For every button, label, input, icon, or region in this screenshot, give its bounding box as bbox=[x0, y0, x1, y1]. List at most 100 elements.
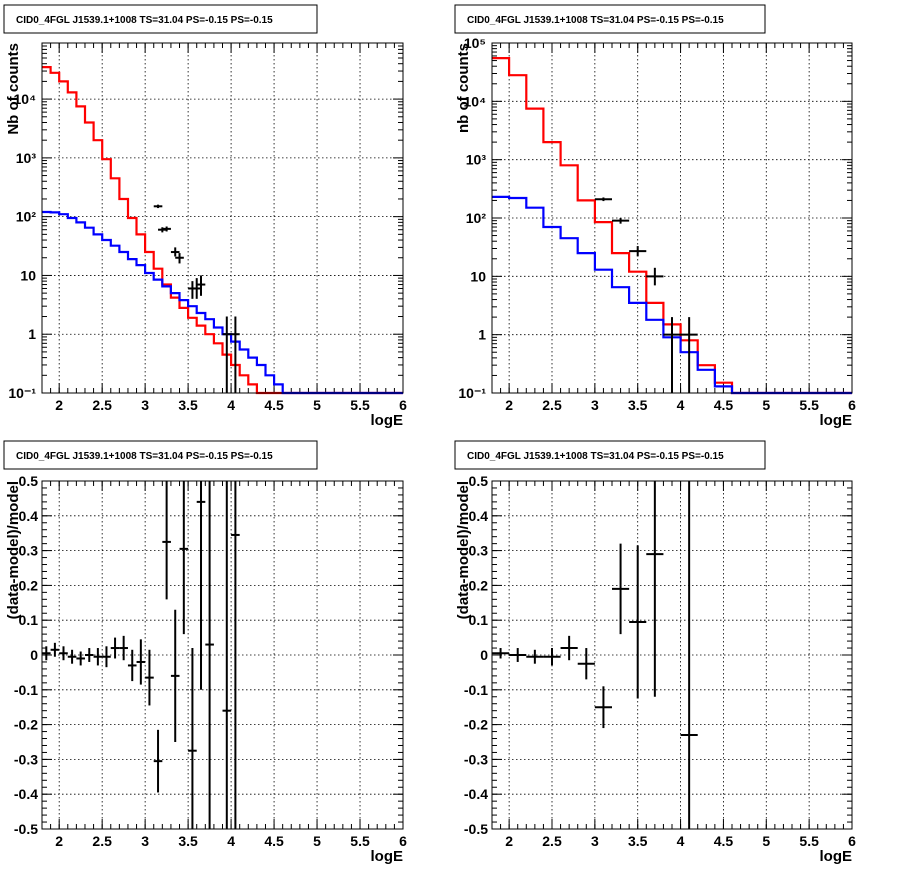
source-model-step-line bbox=[42, 210, 403, 395]
y-axis-title: Nb of counts bbox=[5, 43, 22, 135]
y-tick-label: 0 bbox=[480, 647, 488, 663]
model-total-step-line bbox=[42, 66, 403, 395]
data-point bbox=[646, 481, 664, 697]
y-tick-label: -0.3 bbox=[464, 751, 488, 767]
x-tick-label: 2.5 bbox=[542, 833, 562, 849]
x-tick-label: 3 bbox=[141, 833, 149, 849]
x-tick-label: 5 bbox=[313, 397, 321, 413]
y-axis-title: nb of counts bbox=[455, 43, 472, 133]
x-tick-label: 5 bbox=[762, 397, 770, 413]
data-point bbox=[50, 642, 60, 657]
panel-title: CID0_4FGL J1539.1+1008 TS=31.04 PS=-0.15… bbox=[16, 15, 273, 26]
x-tick-label: 6 bbox=[399, 833, 407, 849]
x-tick-label: 5 bbox=[762, 833, 770, 849]
x-tick-label: 5.5 bbox=[799, 397, 819, 413]
y-tick-label: -0.4 bbox=[14, 786, 38, 802]
data-point bbox=[175, 253, 184, 264]
x-axis-title: logE bbox=[371, 848, 404, 865]
data-point bbox=[59, 646, 68, 661]
x-axis-title: logE bbox=[820, 848, 853, 865]
x-tick-label: 4.5 bbox=[714, 833, 734, 849]
data-point bbox=[127, 649, 137, 682]
y-tick-label: 0.1 bbox=[19, 612, 39, 628]
counts-panel-right: CID0_4FGL J1539.1+1008 TS=31.04 PS=-0.15… bbox=[454, 4, 856, 429]
residuals-panel-right: CID0_4FGL J1539.1+1008 TS=31.04 PS=-0.15… bbox=[454, 440, 856, 865]
data-point bbox=[612, 218, 630, 224]
x-tick-label: 3 bbox=[591, 833, 599, 849]
x-tick-label: 4 bbox=[677, 397, 685, 413]
x-tick-label: 5.5 bbox=[350, 397, 370, 413]
x-tick-label: 6 bbox=[399, 397, 407, 413]
data-point bbox=[170, 609, 180, 742]
y-tick-label: -0.1 bbox=[14, 682, 38, 698]
y-tick-label: 0.1 bbox=[469, 612, 489, 628]
data-point bbox=[560, 635, 578, 661]
data-point bbox=[42, 646, 51, 661]
y-tick-label: 0.2 bbox=[469, 577, 489, 593]
y-tick-label: 10 bbox=[20, 267, 36, 283]
x-tick-label: 2 bbox=[505, 833, 513, 849]
data-point bbox=[612, 543, 630, 635]
data-point bbox=[231, 316, 240, 393]
y-tick-label: 0.3 bbox=[19, 543, 39, 559]
data-point bbox=[509, 648, 527, 662]
data-point bbox=[153, 204, 163, 209]
plot-frame bbox=[41, 42, 404, 394]
y-tick-label: 1 bbox=[478, 327, 486, 343]
x-tick-label: 4 bbox=[227, 833, 235, 849]
panel-title-box bbox=[3, 440, 318, 470]
data-point bbox=[153, 729, 163, 793]
data-point bbox=[196, 481, 206, 690]
data-point bbox=[110, 637, 120, 659]
data-point bbox=[102, 646, 111, 668]
x-tick-label: 2 bbox=[505, 397, 513, 413]
data-point bbox=[222, 481, 232, 829]
residuals-panel-left: CID0_4FGL J1539.1+1008 TS=31.04 PS=-0.15… bbox=[3, 440, 407, 865]
y-tick-label: 10⁴ bbox=[464, 93, 487, 109]
data-point bbox=[93, 648, 103, 666]
y-tick-label: -0.1 bbox=[464, 682, 488, 698]
y-axis-title: (data-model)/model bbox=[5, 481, 22, 619]
data-point bbox=[162, 481, 171, 600]
data-point bbox=[84, 648, 94, 662]
data-point bbox=[629, 545, 647, 699]
y-tick-label: 10² bbox=[466, 210, 487, 226]
panel-title-box bbox=[454, 440, 766, 470]
x-tick-label: 4.5 bbox=[264, 397, 284, 413]
data-point bbox=[526, 649, 544, 664]
x-tick-label: 3.5 bbox=[178, 397, 198, 413]
x-tick-label: 5.5 bbox=[350, 833, 370, 849]
data-point bbox=[205, 481, 214, 829]
y-tick-label: 1 bbox=[28, 326, 36, 342]
data-point bbox=[145, 649, 154, 706]
x-tick-label: 3.5 bbox=[628, 397, 648, 413]
data-point bbox=[188, 281, 197, 299]
data-point bbox=[577, 648, 595, 680]
x-axis-title: logE bbox=[371, 412, 404, 429]
data-point bbox=[192, 278, 202, 299]
data-point bbox=[196, 275, 206, 296]
data-point bbox=[680, 317, 698, 393]
y-tick-label: -0.2 bbox=[464, 717, 488, 733]
x-tick-label: 3.5 bbox=[178, 833, 198, 849]
plot-frame bbox=[41, 480, 404, 830]
x-tick-label: 2.5 bbox=[92, 833, 112, 849]
data-point bbox=[680, 481, 698, 829]
data-point bbox=[76, 651, 85, 666]
data-point bbox=[136, 639, 146, 685]
y-tick-label: 0.2 bbox=[19, 577, 39, 593]
x-tick-label: 2.5 bbox=[92, 397, 112, 413]
data-point bbox=[231, 481, 240, 829]
y-tick-label: -0.5 bbox=[14, 821, 38, 837]
x-tick-label: 3.5 bbox=[628, 833, 648, 849]
y-tick-label: 10³ bbox=[466, 152, 487, 168]
x-tick-label: 2.5 bbox=[542, 397, 562, 413]
x-tick-label: 4.5 bbox=[714, 397, 734, 413]
y-tick-label: 10⁻¹ bbox=[458, 385, 486, 401]
x-tick-label: 4 bbox=[227, 397, 235, 413]
x-tick-label: 2 bbox=[55, 397, 63, 413]
panel-title: CID0_4FGL J1539.1+1008 TS=31.04 PS=-0.15… bbox=[467, 15, 724, 26]
x-tick-label: 3 bbox=[141, 397, 149, 413]
data-point bbox=[646, 267, 664, 286]
